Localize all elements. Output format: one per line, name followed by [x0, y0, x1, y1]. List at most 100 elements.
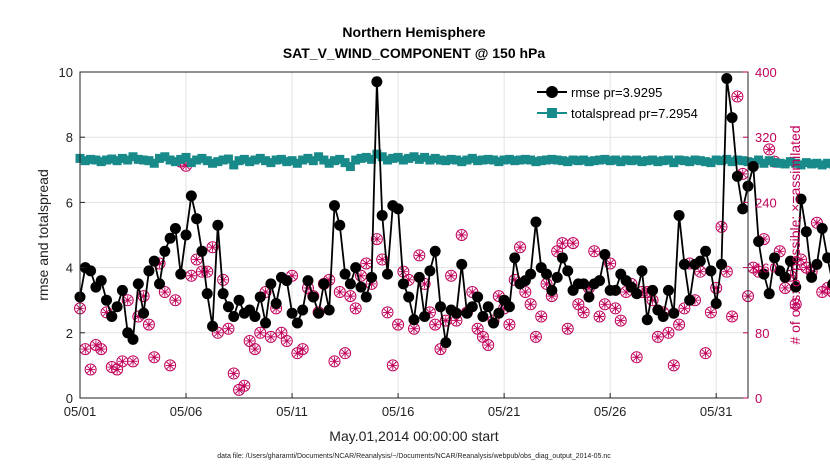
obs-possible-point	[699, 347, 712, 360]
obs-possible-point	[651, 330, 664, 343]
totalspread-point	[770, 158, 780, 168]
rmse-point	[366, 271, 378, 283]
obs-possible-point	[344, 290, 357, 303]
rmse-point	[164, 232, 176, 244]
totalspread-point	[457, 157, 467, 167]
obs-possible-point	[667, 359, 680, 372]
obs-assimilated-point	[526, 299, 536, 309]
totalspread-point	[785, 157, 795, 167]
rmse-point	[360, 291, 372, 303]
obs-assimilated-point	[382, 307, 392, 317]
totalspread-point	[86, 154, 96, 164]
totalspread-point	[107, 154, 117, 164]
legend: rmse pr=3.9295 totalspread pr=7.2954	[537, 85, 698, 121]
totalspread-point	[186, 158, 196, 168]
obs-assimilated-point	[547, 291, 557, 301]
totalspread-point	[648, 155, 658, 165]
rmse-point	[419, 311, 431, 322]
obs-assimilated-point	[515, 242, 525, 252]
obs-assimilated-point	[351, 303, 361, 313]
obs-assimilated-point	[324, 275, 334, 285]
totalspread-point	[685, 157, 695, 167]
rmse-point	[291, 317, 303, 329]
obs-possible-point	[137, 290, 150, 303]
rmse-point	[355, 281, 367, 293]
totalspread-point	[356, 153, 366, 163]
totalspread-point	[367, 154, 377, 164]
totalspread-point	[542, 155, 552, 165]
rmse-point	[254, 291, 266, 303]
rmse-point	[779, 271, 791, 283]
totalspread-point	[234, 156, 244, 166]
rmse-point	[721, 73, 733, 85]
obs-assimilated-point	[584, 283, 594, 293]
obs-assimilated-point	[510, 275, 520, 285]
obs-assimilated-point	[245, 336, 255, 346]
rmse-point	[509, 252, 521, 264]
totalspread-point	[155, 153, 165, 163]
rmse-point	[684, 294, 696, 306]
rmse-point	[731, 170, 743, 182]
obs-assimilated-point	[812, 218, 822, 228]
totalspread-point	[223, 154, 233, 164]
x-tick-label: 05/01	[64, 404, 97, 419]
totalspread-point	[738, 156, 748, 166]
rmse-point	[530, 216, 542, 228]
rmse-point	[143, 265, 155, 277]
totalspread-point	[436, 155, 446, 165]
totalspread-point	[716, 156, 726, 166]
obs-assimilated-point	[372, 234, 382, 244]
totalspread-point	[494, 157, 504, 167]
totalspread-point	[303, 153, 313, 163]
rmse-point	[466, 301, 478, 313]
y-right-tick-label: 400	[755, 65, 777, 80]
obs-possible-point	[349, 302, 362, 315]
rmse-point	[811, 258, 823, 270]
obs-assimilated-point	[234, 385, 244, 395]
obs-possible-point	[598, 298, 611, 311]
rmse-point	[408, 314, 420, 326]
totalspread-point	[202, 156, 212, 166]
totalspread-point	[812, 158, 822, 168]
obs-assimilated-point	[669, 360, 679, 370]
obs-assimilated-point	[107, 362, 117, 372]
totalspread-point	[298, 155, 308, 165]
rmse-point	[715, 258, 727, 270]
obs-assimilated-point	[133, 312, 143, 321]
totalspread-point	[404, 153, 414, 163]
totalspread-point	[610, 155, 620, 165]
totalspread-point	[446, 154, 456, 164]
obs-assimilated-point	[80, 344, 90, 354]
totalspread-point	[817, 160, 827, 170]
rmse-point	[541, 268, 553, 280]
obs-assimilated-point	[261, 287, 271, 297]
rmse-point	[169, 222, 181, 234]
rmse-point	[392, 203, 404, 215]
obs-possible-point	[503, 318, 516, 331]
obs-assimilated-point	[579, 307, 589, 317]
obs-assimilated-point	[213, 328, 223, 338]
rmse-point	[440, 337, 452, 349]
x-tick-label: 05/26	[594, 404, 627, 419]
totalspread-point	[308, 156, 318, 166]
totalspread-point	[239, 154, 249, 164]
rmse-point	[185, 190, 197, 202]
totalspread-point	[287, 156, 297, 166]
rmse-point	[429, 245, 441, 257]
obs-assimilated-point	[144, 320, 154, 330]
totalspread-point	[133, 154, 143, 164]
totalspread-point	[340, 158, 350, 168]
totalspread-point	[372, 149, 382, 159]
obs-assimilated-point	[716, 222, 726, 232]
obs-possible-point	[561, 322, 574, 335]
totalspread-point	[674, 155, 684, 165]
totalspread-point	[351, 155, 361, 165]
obs-possible-point	[704, 306, 717, 319]
totalspread-point	[706, 158, 716, 168]
totalspread-point	[520, 154, 530, 164]
obs-assimilated-point	[642, 287, 652, 297]
obs-possible-point	[614, 314, 627, 327]
obs-assimilated-point	[663, 328, 673, 338]
obs-assimilated-point	[414, 250, 424, 260]
